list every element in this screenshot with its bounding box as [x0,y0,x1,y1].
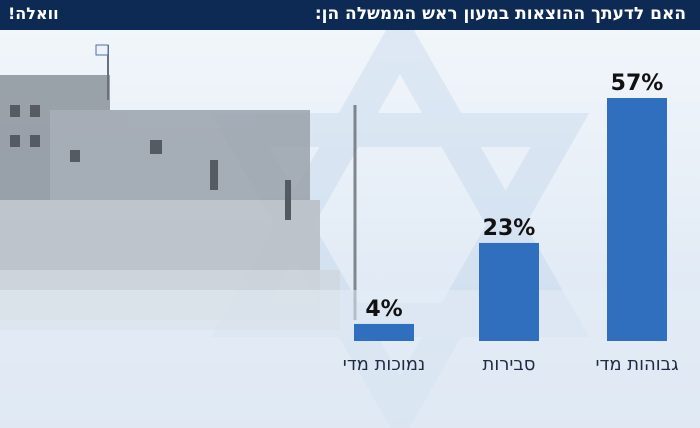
category-label: גבוהות מדי [595,354,678,375]
walla-logo: וואלה! [8,4,59,23]
building-illustration [0,44,357,330]
category-label: סבירות [482,354,535,375]
bar-1 [607,98,667,341]
bar-value-label: 23% [483,216,536,241]
header-bar: האם לדעתך ההוצאות במעון ראש הממשלה הן: ו… [0,0,700,30]
category-label: נמוכות מדי [343,354,425,375]
bar-3 [354,323,414,341]
bar-value-label: 57% [611,71,664,96]
background-illustration [0,30,700,428]
chart-title: האם לדעתך ההוצאות במעון ראש הממשלה הן: [314,4,686,24]
bar-value-label: 4% [365,297,402,322]
bar-2 [479,242,539,341]
